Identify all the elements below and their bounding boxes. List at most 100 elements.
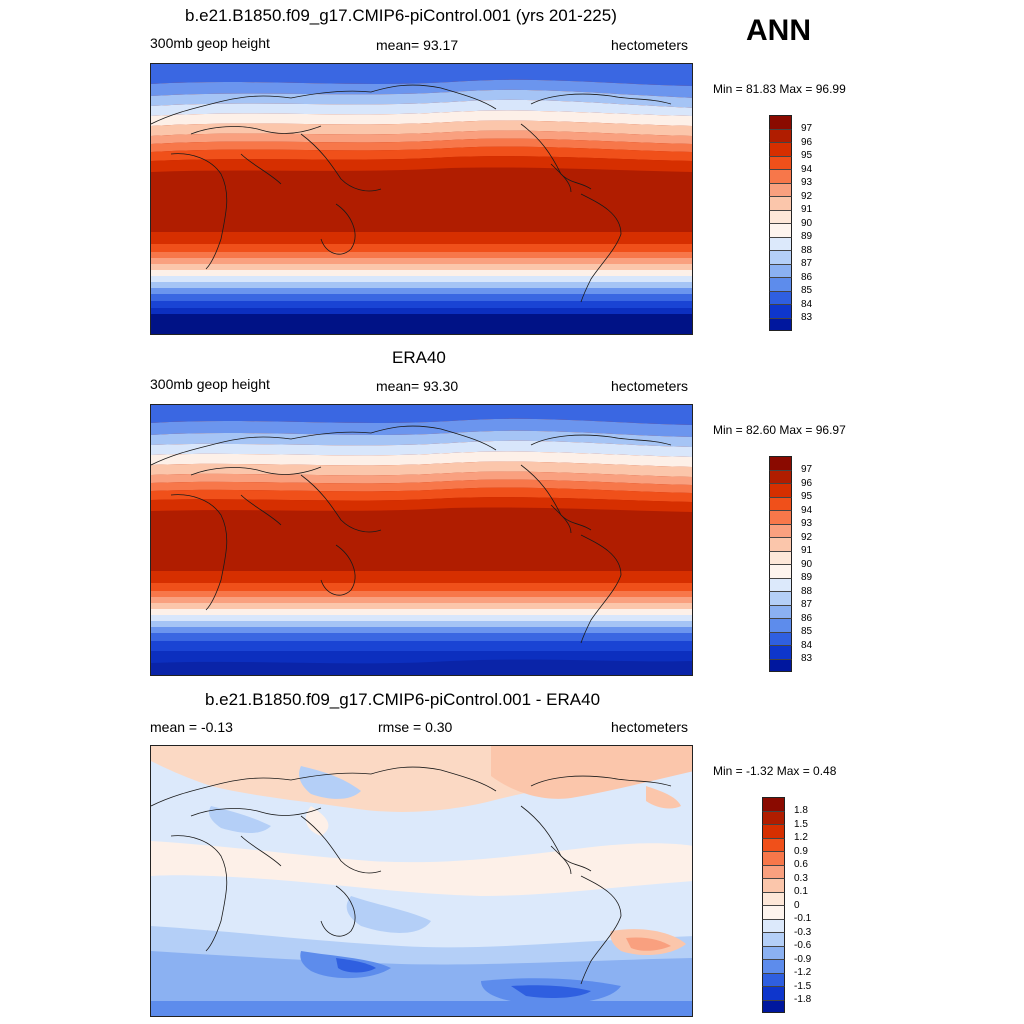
panel-3-title: b.e21.B1850.f09_g17.CMIP6-piControl.001 … — [205, 690, 601, 709]
panel-2-colorbar-label: 85 — [801, 626, 813, 637]
panel-3-colorbar-label: 1.5 — [794, 818, 808, 830]
panel-2-colorbar-label: 94 — [801, 504, 813, 516]
colorbar-swatch — [769, 591, 792, 605]
panel-1-colorbar-label: 96 — [801, 136, 813, 148]
colorbar-swatch — [762, 824, 785, 838]
colorbar-swatch — [769, 223, 792, 237]
panel-3-colorbar-label: -1.2 — [794, 967, 812, 978]
panel-3-rmse-label: rmse = 0.30 — [378, 719, 453, 735]
panel-2-colorbar-label: 95 — [801, 491, 813, 502]
panel-1-mean-label: mean= 93.17 — [376, 37, 459, 53]
panel-2-map — [150, 404, 693, 676]
colorbar-swatch — [769, 169, 792, 183]
panel-1-colorbar-label: 88 — [801, 244, 813, 256]
panel-1-colorbar-label: 87 — [801, 258, 813, 269]
colorbar-swatch — [762, 972, 785, 986]
colorbar-swatch — [762, 810, 785, 824]
colorbar-swatch — [762, 905, 785, 919]
colorbar-swatch — [769, 550, 792, 564]
panel-3-units-label: hectometers — [611, 719, 689, 735]
panel-1-colorbar-label: 89 — [801, 231, 813, 242]
panel-1-colorbar-label: 93 — [801, 177, 813, 188]
colorbar-swatch — [769, 456, 792, 470]
panel-3-colorbar-label: 0 — [794, 899, 800, 911]
panel-3-colorbar-label: -0.9 — [794, 953, 812, 965]
panel-1-colorbar-label: 92 — [801, 190, 813, 202]
colorbar-swatch — [769, 250, 792, 264]
colorbar-swatch — [762, 986, 785, 1000]
colorbar-swatch — [769, 523, 792, 537]
panel-1-colorbar-label: 86 — [801, 271, 813, 283]
panel-3-colorbar-label: 0.6 — [794, 859, 808, 870]
panel-1-colorbar-label: 91 — [801, 204, 813, 215]
panel-3-colorbar-label: -1.8 — [794, 994, 812, 1005]
colorbar-swatch — [769, 155, 792, 169]
colorbar-swatch — [762, 797, 785, 811]
colorbar-swatch — [762, 891, 785, 905]
colorbar-swatch — [762, 999, 785, 1013]
colorbar-swatch — [769, 115, 792, 129]
colorbar-swatch — [769, 128, 792, 142]
colorbar-swatch — [762, 864, 785, 878]
colorbar-swatch — [769, 182, 792, 196]
panel-3-minmax: Min = -1.32 Max = 0.48 — [713, 764, 837, 778]
colorbar-swatch — [769, 631, 792, 645]
panel-2-colorbar-label: 90 — [801, 558, 813, 570]
panel-1-minmax: Min = 81.83 Max = 96.99 — [713, 82, 846, 96]
colorbar-swatch — [769, 196, 792, 210]
panel-1-colorbar-label: 95 — [801, 150, 813, 161]
panel-2-colorbar-label: 86 — [801, 612, 813, 624]
panel-2-colorbar-label: 89 — [801, 572, 813, 583]
panel-2-units-label: hectometers — [611, 378, 689, 394]
colorbar-swatch — [769, 263, 792, 277]
colorbar-swatch — [769, 510, 792, 524]
panel-3-colorbar-label: -0.1 — [794, 913, 812, 924]
colorbar-swatch — [769, 277, 792, 291]
panel-1-colorbar-label: 97 — [801, 123, 813, 134]
panel-3-colorbar-label: -0.3 — [794, 926, 812, 938]
colorbar-swatch — [769, 290, 792, 304]
colorbar-swatch — [769, 209, 792, 223]
colorbar-swatch — [762, 932, 785, 946]
panel-2-colorbar-label: 93 — [801, 518, 813, 529]
colorbar-swatch — [769, 236, 792, 250]
colorbar-swatch — [762, 959, 785, 973]
colorbar-swatch — [769, 604, 792, 618]
panel-2-mean-label: mean= 93.30 — [376, 378, 459, 394]
season-label: ANN — [746, 14, 811, 47]
panel-2-colorbar-label: 97 — [801, 464, 813, 475]
panel-2-title: ERA40 — [392, 348, 446, 367]
panel-3-colorbar-label: 1.8 — [794, 805, 808, 816]
panel-1-colorbar-label: 84 — [801, 298, 813, 310]
panel-1-colorbar-label: 85 — [801, 285, 813, 296]
panel-1-units-label: hectometers — [611, 37, 689, 53]
colorbar-swatch — [769, 577, 792, 591]
panel-2-colorbar-label: 96 — [801, 477, 813, 489]
panel-2-colorbar-label: 87 — [801, 599, 813, 610]
colorbar-swatch — [769, 496, 792, 510]
colorbar-swatch — [762, 945, 785, 959]
panel-1-colorbar-label: 90 — [801, 217, 813, 229]
colorbar-swatch — [769, 564, 792, 578]
panel-1-title: b.e21.B1850.f09_g17.CMIP6-piControl.001 … — [185, 6, 617, 25]
panel-1-colorbar-label: 83 — [801, 312, 813, 323]
colorbar-swatch — [769, 483, 792, 497]
panel-1-map — [150, 63, 693, 335]
panel-2-left-label: 300mb geop height — [150, 376, 270, 392]
colorbar-swatch — [762, 878, 785, 892]
panel-2-colorbar-label: 92 — [801, 531, 813, 543]
panel-3-mean-label: mean = -0.13 — [150, 719, 233, 735]
panel-2-colorbar-label: 83 — [801, 653, 813, 664]
panel-3-colorbar-label: 0.3 — [794, 872, 808, 884]
panel-3-colorbar-label: 1.2 — [794, 832, 808, 843]
panel-3-colorbar-label: -1.5 — [794, 980, 812, 992]
panel-1-colorbar-label: 94 — [801, 163, 813, 175]
panel-2-colorbar-label: 91 — [801, 545, 813, 556]
colorbar-swatch — [769, 317, 792, 331]
panel-3-colorbar-label: 0.1 — [794, 886, 808, 897]
colorbar-swatch — [769, 304, 792, 318]
panel-1-left-label: 300mb geop height — [150, 35, 270, 51]
panel-3-colorbar-label: -0.6 — [794, 940, 812, 951]
colorbar-swatch — [769, 142, 792, 156]
colorbar-swatch — [769, 645, 792, 659]
